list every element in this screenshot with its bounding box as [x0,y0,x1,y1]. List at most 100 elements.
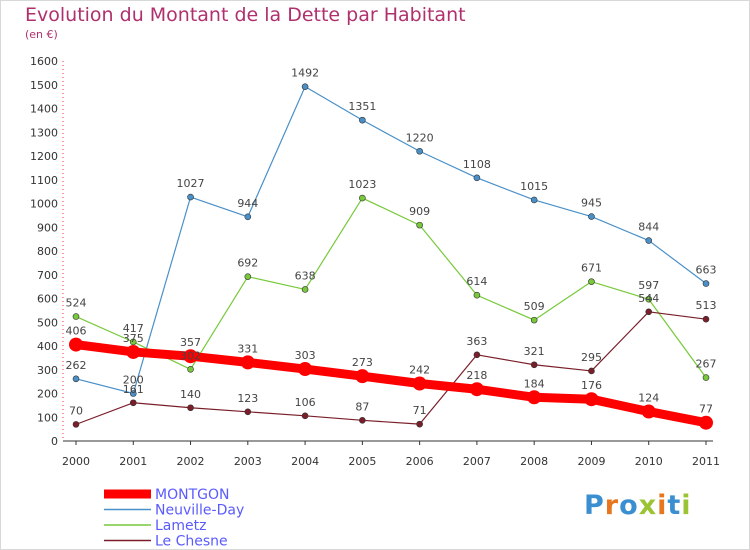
y-tick-label: 1300 [30,126,58,139]
data-point [416,147,423,155]
logo-letter: i [657,490,668,521]
data-point [72,375,80,383]
data-label: 295 [581,351,602,364]
data-label: 124 [638,392,659,405]
y-tick-label: 200 [37,388,58,401]
y-tick-label: 100 [37,411,58,424]
data-label: 71 [413,404,427,417]
y-tick-label: 800 [37,245,58,258]
data-label: 77 [699,403,713,416]
data-label: 1027 [177,177,205,190]
data-label: 1351 [348,100,376,113]
series-line-le-chesne [75,311,707,425]
data-label: 671 [581,262,602,275]
data-point [473,174,481,182]
data-point [588,278,595,285]
data-point [69,337,83,352]
data-point [129,399,137,407]
x-tick-label: 2003 [234,455,262,468]
data-label: 1492 [291,67,319,80]
data-point [355,369,370,384]
x-tick-label: 2008 [520,455,548,468]
series-line-montgon [71,340,711,428]
data-point [699,415,713,430]
data-point [416,221,423,229]
data-point [588,213,595,220]
data-point [187,193,194,201]
data-point [412,376,427,391]
logo-letter: i [681,490,692,521]
legend-label: Le Chesne [155,534,228,550]
y-tick-label: 1400 [30,103,58,116]
data-point [588,367,595,375]
data-label: 273 [352,356,373,369]
data-label: 200 [123,374,144,387]
data-point [530,196,538,204]
y-tick-label: 1000 [30,198,58,211]
proxiti-logo: Proxiti [584,490,692,521]
data-point [530,316,538,324]
y-tick-label: 400 [37,340,58,353]
data-point [72,313,80,320]
data-label: 509 [524,300,545,313]
chart-subtitle: (en €) [25,28,58,41]
data-label: 303 [295,349,316,362]
data-label: 1108 [463,158,491,171]
data-label: 140 [180,388,201,401]
series-line-lametz [75,197,707,379]
data-label: 513 [696,299,717,312]
data-label: 363 [466,335,487,348]
data-label: 524 [66,297,87,310]
y-tick-label: 700 [37,269,58,282]
data-label: 544 [638,292,659,305]
data-point [473,351,481,359]
data-point [72,421,80,428]
data-point [244,213,252,221]
logo-letter: P [584,490,605,521]
data-label: 262 [66,359,87,372]
y-tick-label: 500 [37,316,58,329]
y-tick-label: 300 [37,364,58,377]
chart-title: Evolution du Montant de la Dette par Hab… [25,4,466,26]
x-tick-label: 2009 [577,455,605,468]
data-point [416,420,423,428]
y-tick-label: 1100 [30,174,58,187]
data-point [126,344,141,359]
data-point [641,404,656,419]
x-tick-label: 2001 [119,455,147,468]
data-label: 663 [696,264,717,277]
logo-letter: r [604,490,620,521]
data-label: 406 [66,325,87,338]
data-label: 844 [638,221,659,234]
data-label: 1015 [520,180,548,193]
data-point [301,412,309,420]
data-point [527,390,542,405]
data-label: 87 [355,400,369,413]
data-label: 331 [237,342,258,355]
y-tick-label: 900 [37,221,58,234]
x-tick-label: 2006 [406,455,434,468]
x-tick-label: 2011 [692,455,720,468]
y-tick-label: 0 [51,435,58,448]
data-point [301,286,309,293]
data-label: 218 [466,369,487,382]
legend-label: Lametz [155,518,206,534]
data-label: 1220 [406,131,434,144]
data-label: 161 [123,383,144,396]
x-tick-label: 2004 [291,455,319,468]
data-label: 614 [466,275,487,288]
data-label: 1023 [348,178,376,191]
data-label: 597 [638,279,659,292]
series-line-neuville-day [75,86,707,395]
x-tick-label: 2000 [62,455,90,468]
legend-label: MONTGON [155,487,229,503]
x-tick-label: 2007 [463,455,491,468]
y-tick-label: 600 [37,293,58,306]
data-point [129,390,137,397]
data-point [584,392,599,407]
data-point [301,83,309,90]
data-point [187,404,194,412]
y-tick-label: 1200 [30,150,58,163]
